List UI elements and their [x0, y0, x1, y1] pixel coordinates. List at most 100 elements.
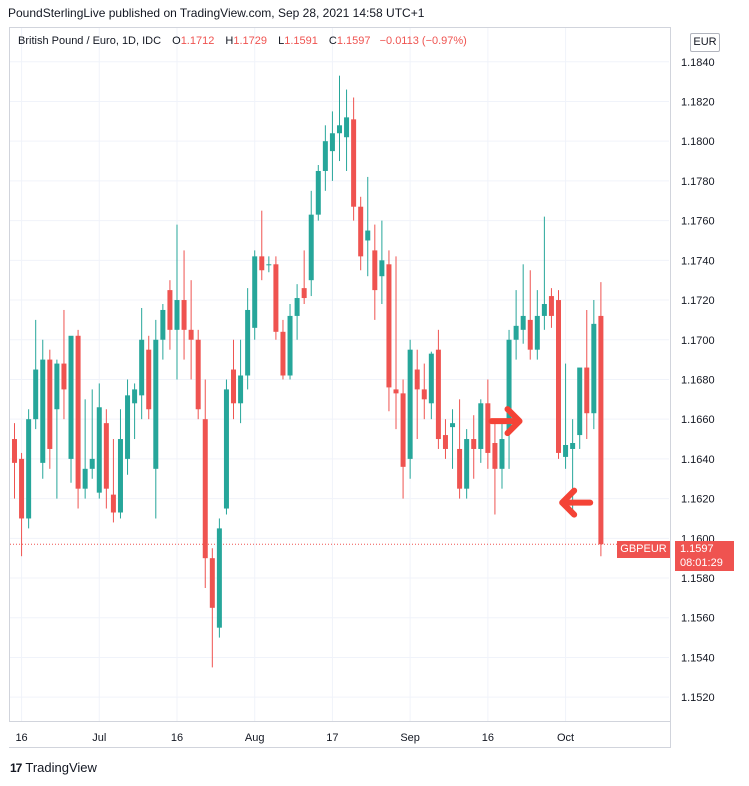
candle	[160, 304, 166, 360]
candle	[414, 349, 420, 440]
candle	[96, 383, 102, 499]
candle-body	[146, 349, 152, 410]
legend-close-value: 1.1597	[336, 35, 371, 47]
candle-body	[103, 423, 109, 489]
candle	[365, 176, 371, 277]
candle-body	[96, 407, 102, 493]
candle-body	[534, 315, 540, 350]
candle	[541, 216, 547, 330]
candle	[351, 97, 357, 221]
candle-body	[125, 395, 131, 459]
candle-body	[584, 367, 590, 414]
candle	[435, 329, 441, 449]
candle	[110, 439, 116, 523]
legend-high-value: 1.1729	[233, 35, 268, 47]
candle	[89, 389, 95, 479]
candle	[54, 359, 60, 499]
price-tick-label: 1.1700	[681, 335, 715, 347]
chart-pane[interactable]	[9, 27, 670, 722]
currency-badge[interactable]: EUR	[690, 33, 720, 52]
footer[interactable]: 17 TradingView	[10, 760, 97, 775]
candle-body	[280, 331, 286, 376]
candle	[548, 288, 554, 328]
candle	[393, 256, 399, 430]
time-axis[interactable]: 16 Jul 16 Aug 17 Sep 16 Oct	[15, 732, 574, 744]
price-tick-label: 1.1660	[681, 414, 715, 426]
legend-close-label: C	[328, 35, 337, 47]
price-tick-label: 1.1720	[681, 295, 715, 307]
candle	[174, 224, 180, 380]
candle	[534, 290, 540, 360]
candle	[358, 196, 364, 271]
symbol-legend: British Pound / Euro, 1D, IDC O1.1712 H1…	[18, 35, 467, 47]
candle	[457, 399, 463, 499]
candle-body	[47, 359, 53, 449]
candle-body	[492, 443, 498, 469]
candle	[329, 111, 335, 181]
price-axis-border	[670, 27, 671, 747]
candle-body	[315, 170, 321, 215]
last-price-tag: 1.1597 08:01:29	[675, 541, 734, 571]
legend-low-label: L	[278, 35, 285, 47]
candles	[12, 75, 604, 668]
price-tick-label: 1.1580	[681, 573, 715, 585]
time-tick-label: 16	[15, 732, 27, 744]
candle	[47, 349, 53, 469]
candle	[195, 329, 201, 420]
candle	[492, 419, 498, 515]
candle	[570, 419, 576, 515]
candle-body	[153, 339, 159, 469]
time-tick-label: Jul	[92, 732, 106, 744]
candle-body	[287, 315, 293, 376]
candle-body	[400, 393, 406, 467]
time-tick-label: Aug	[245, 732, 265, 744]
candle	[450, 409, 456, 469]
candle	[577, 367, 583, 449]
candle-body	[464, 439, 470, 489]
price-tick-label: 1.1560	[681, 613, 715, 625]
arrow-head	[504, 406, 523, 437]
candle	[315, 165, 321, 221]
candle	[82, 399, 88, 499]
candle-body	[174, 300, 180, 330]
candle	[301, 250, 307, 305]
candle	[478, 399, 484, 463]
candle	[252, 250, 258, 340]
candle	[591, 300, 597, 430]
candle-body	[301, 288, 307, 299]
candle-body	[89, 458, 95, 469]
candle	[428, 351, 434, 420]
price-tick-label: 1.1540	[681, 652, 715, 664]
candle	[471, 415, 477, 479]
time-tick-label: Sep	[400, 732, 420, 744]
candle-body	[379, 260, 385, 277]
price-axis[interactable]: 1.15201.15401.15601.15801.16001.16201.16…	[681, 57, 715, 704]
candle	[499, 423, 505, 489]
candle	[336, 75, 342, 162]
footer-brand: TradingView	[25, 760, 97, 775]
candle-body	[188, 329, 194, 340]
arrow-head	[559, 487, 578, 518]
candle	[75, 329, 81, 509]
candle-body	[428, 353, 434, 404]
candle	[308, 190, 314, 297]
candle	[19, 452, 25, 557]
price-tick-label: 1.1640	[681, 454, 715, 466]
candle-body	[457, 448, 463, 489]
candle-body	[139, 339, 145, 396]
candle	[132, 383, 138, 440]
candle	[442, 419, 448, 459]
candle	[584, 309, 590, 440]
candle	[188, 280, 194, 380]
candle	[344, 89, 350, 171]
candle-body	[110, 494, 116, 513]
candle-body	[40, 359, 46, 463]
candle	[216, 518, 222, 638]
candle	[322, 125, 328, 191]
candle	[223, 379, 229, 515]
candle-body	[478, 403, 484, 449]
candle-body	[202, 419, 208, 559]
candle-body	[499, 439, 505, 469]
legend-symbol: British Pound / Euro, 1D, IDC	[18, 35, 162, 47]
